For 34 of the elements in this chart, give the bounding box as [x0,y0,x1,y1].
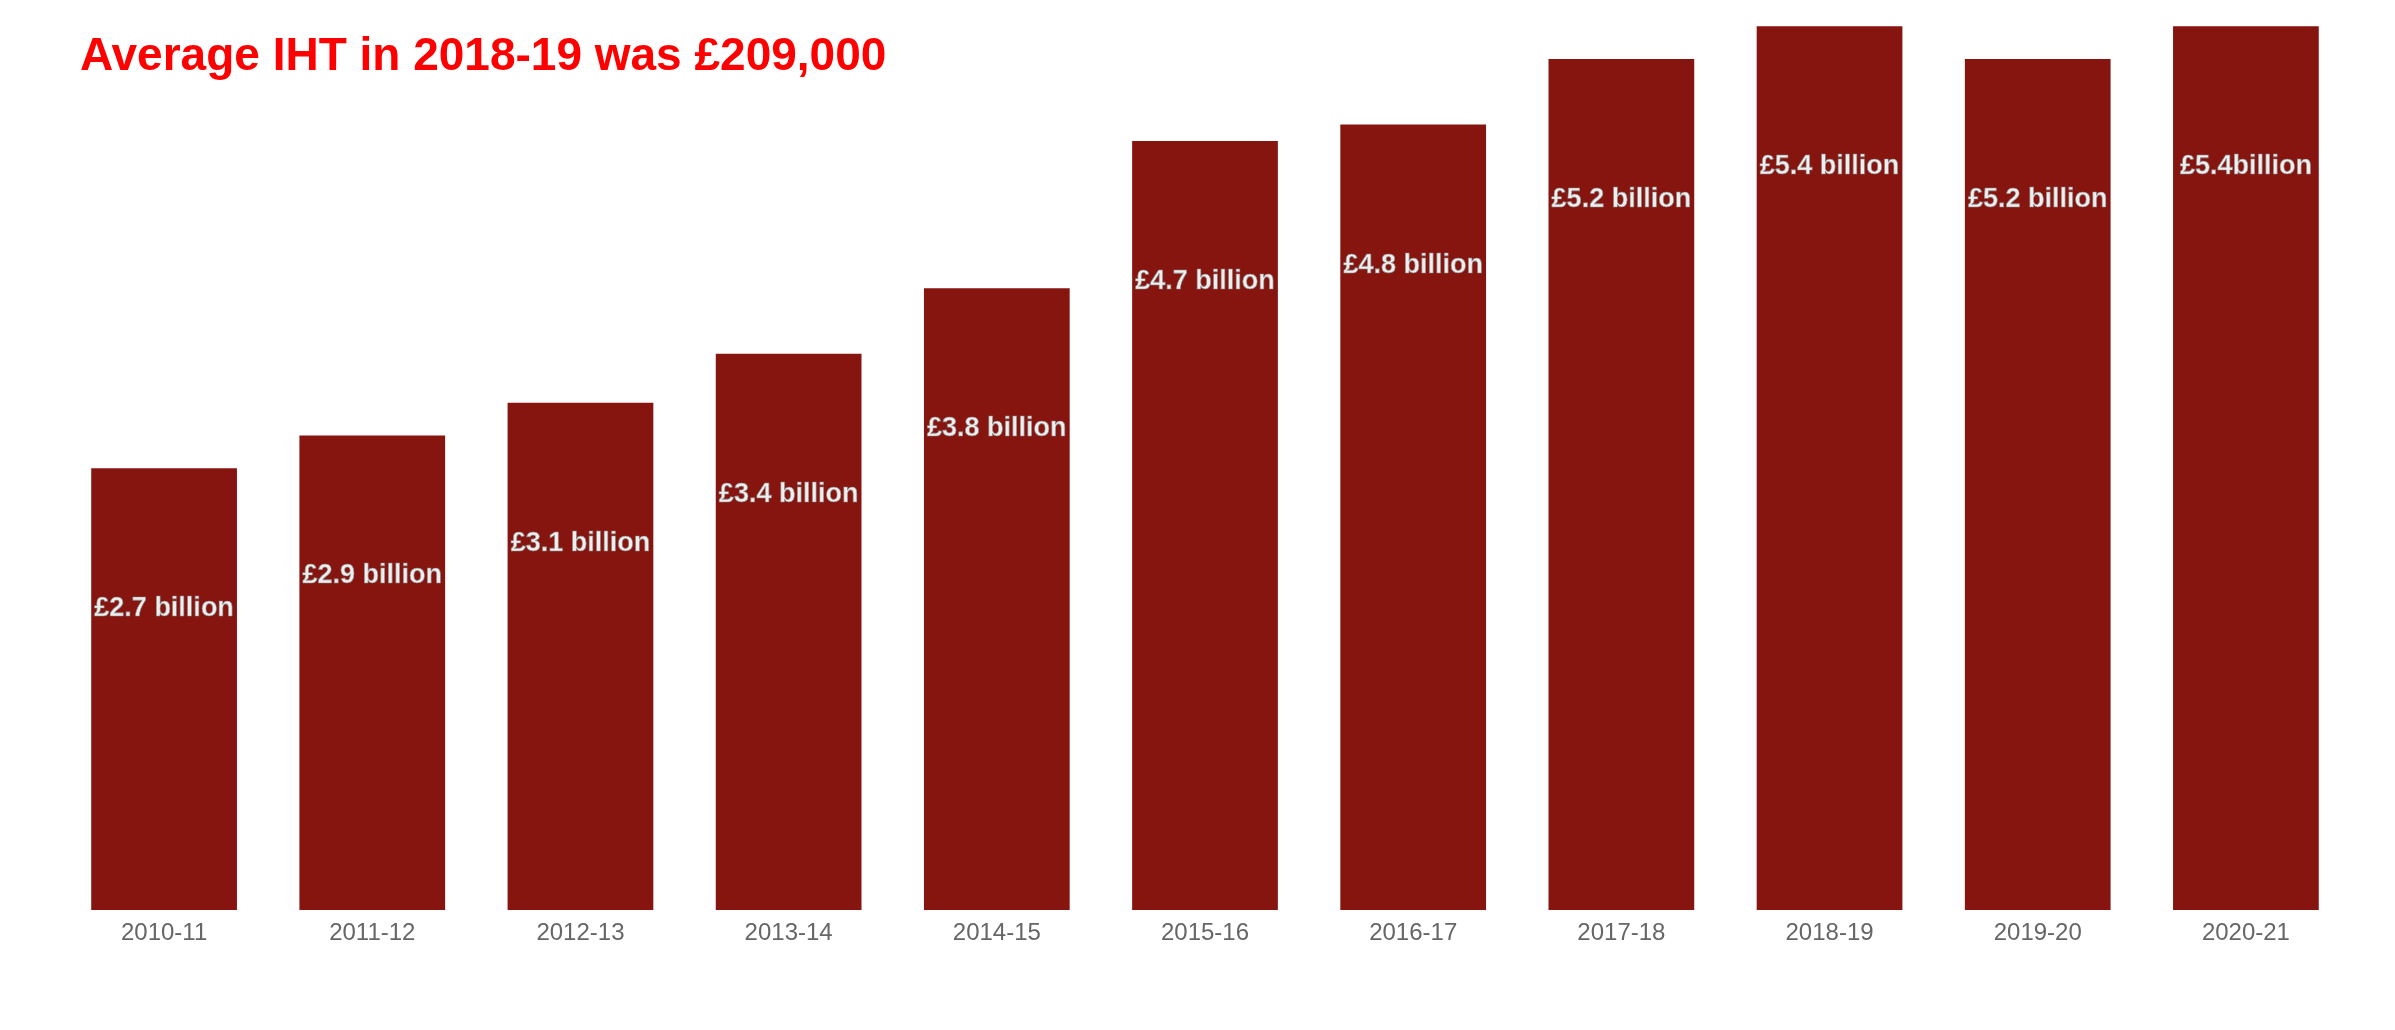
bar [507,402,654,910]
bar [299,435,446,910]
bar [1340,124,1487,910]
data-label: £5.2 billion [1551,183,1692,214]
bar [91,468,237,910]
bar [1756,26,1903,910]
bar [923,288,1070,910]
x-tick-label: 2018-19 [1785,917,1874,945]
x-tick-label: 2011-12 [329,917,416,945]
bar [715,353,862,910]
data-label: £3.4 billion [718,477,859,508]
data-label: £5.2 billion [1967,183,2108,214]
data-label: £5.4 billion [1759,150,1900,181]
data-label: £4.7 billion [1135,264,1275,295]
x-tick-label: 2013-14 [744,917,833,945]
bar [1132,140,1278,910]
data-label: £3.8 billion [927,412,1067,443]
x-tick-label: 2016-17 [1369,917,1458,945]
x-tick-label: 2012-13 [536,917,625,945]
data-label: £3.1 billion [510,526,651,557]
bar [1964,59,2111,910]
data-label: £2.7 billion [94,592,234,623]
x-tick-label: 2014-15 [952,917,1041,945]
x-tick-label: 2015-16 [1160,917,1250,945]
chart-title: Average IHT in 2018-19 was £209,000 [80,28,887,80]
x-tick-label: 2017-18 [1577,917,1666,945]
x-tick-label: 2010-11 [120,917,208,945]
data-label: £2.9 billion [302,559,443,590]
data-label: £5.4billion [2179,150,2312,181]
data-label: £4.8 billion [1343,248,1483,279]
bar [1548,59,1695,910]
x-tick-label: 2019-20 [1993,917,2082,945]
x-tick-label: 2020-21 [2201,917,2290,945]
bar [2173,26,2319,910]
